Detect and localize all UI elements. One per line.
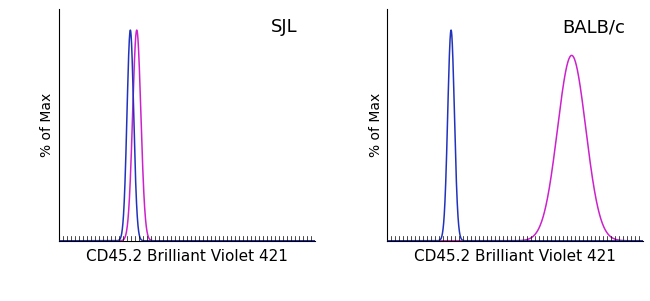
Y-axis label: % of Max: % of Max: [40, 93, 55, 157]
Text: BALB/c: BALB/c: [563, 18, 625, 36]
X-axis label: CD45.2 Brilliant Violet 421: CD45.2 Brilliant Violet 421: [86, 249, 288, 264]
X-axis label: CD45.2 Brilliant Violet 421: CD45.2 Brilliant Violet 421: [414, 249, 616, 264]
Y-axis label: % of Max: % of Max: [369, 93, 383, 157]
Text: SJL: SJL: [270, 18, 297, 36]
